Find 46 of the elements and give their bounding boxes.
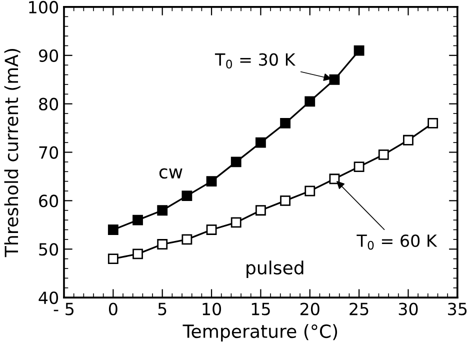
point — [304, 186, 316, 196]
y-tick-label: 60 — [39, 194, 58, 208]
point — [132, 214, 143, 226]
y-tick-label: 50 — [39, 243, 58, 256]
point — [132, 248, 143, 260]
point — [280, 195, 290, 206]
x-tick-label: 15 — [252, 302, 270, 316]
x-tick-label: 10 — [202, 302, 222, 316]
point — [157, 205, 168, 216]
point — [182, 234, 192, 245]
point — [304, 96, 316, 107]
point — [182, 190, 192, 202]
point — [280, 118, 290, 128]
y-tick-label: 90 — [38, 49, 58, 62]
point — [354, 45, 364, 56]
x-axis-title: Temperature (°C) — [182, 324, 338, 342]
x-tick-label: 0 — [108, 302, 118, 316]
point — [108, 224, 118, 235]
point — [157, 239, 168, 250]
x-tick-label: 30 — [398, 302, 418, 316]
point — [403, 134, 414, 146]
point — [378, 149, 389, 160]
point — [329, 174, 340, 184]
point — [230, 217, 242, 228]
annotation: T$_{0}$ = 60 K — [356, 234, 438, 250]
point — [329, 74, 340, 85]
series-label: pulsed — [246, 260, 304, 278]
point — [255, 205, 266, 216]
point — [108, 254, 118, 264]
x-tick-label: 20 — [300, 302, 320, 316]
y-tick-label: 80 — [39, 98, 58, 110]
point — [206, 176, 217, 187]
y-tick-label: 70 — [39, 146, 58, 159]
point — [428, 118, 438, 128]
y-axis-title: Threshold current (mA) — [4, 48, 20, 258]
y-tick-label: 40 — [38, 292, 58, 304]
x-tick-label: 5 — [158, 302, 166, 316]
x-tick-label: 25 — [350, 302, 368, 316]
point — [255, 137, 266, 148]
x-tick-label: 35 — [448, 302, 467, 316]
y-tick-label: 100 — [29, 0, 58, 14]
point — [354, 162, 364, 172]
series-label: cw — [159, 168, 182, 179]
point — [206, 224, 217, 235]
annotation: T$_{0}$ = 30 K — [214, 53, 296, 68]
point — [230, 156, 242, 168]
